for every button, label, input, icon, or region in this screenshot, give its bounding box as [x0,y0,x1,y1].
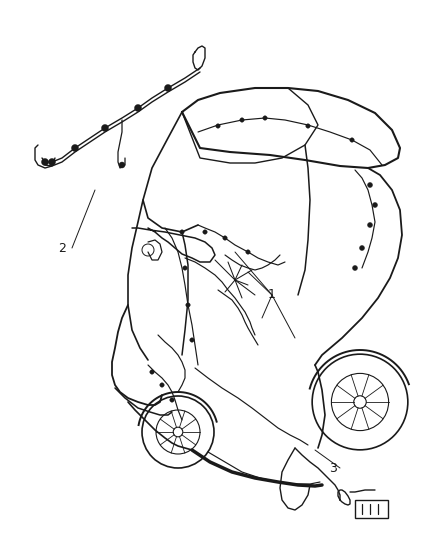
Circle shape [180,230,184,234]
Circle shape [350,138,354,142]
Circle shape [160,383,164,387]
Circle shape [173,427,183,437]
Circle shape [183,266,187,270]
Circle shape [134,104,141,111]
Text: 1: 1 [268,288,276,302]
Circle shape [102,125,109,132]
Circle shape [186,303,190,307]
Text: 3: 3 [329,462,337,474]
Circle shape [353,265,357,271]
Circle shape [42,158,49,166]
Circle shape [263,116,267,120]
Circle shape [367,222,372,228]
Circle shape [150,370,154,374]
Circle shape [223,236,227,240]
Text: 2: 2 [58,241,66,254]
Circle shape [165,85,172,92]
Circle shape [240,118,244,122]
Circle shape [49,158,56,166]
Circle shape [71,144,78,151]
Circle shape [367,182,372,188]
Circle shape [246,250,250,254]
Circle shape [306,124,310,128]
Circle shape [190,338,194,342]
Circle shape [372,203,378,207]
Circle shape [203,230,207,234]
Circle shape [360,246,364,251]
Circle shape [119,162,125,168]
Circle shape [216,124,220,128]
Circle shape [170,398,174,402]
Circle shape [354,396,366,408]
